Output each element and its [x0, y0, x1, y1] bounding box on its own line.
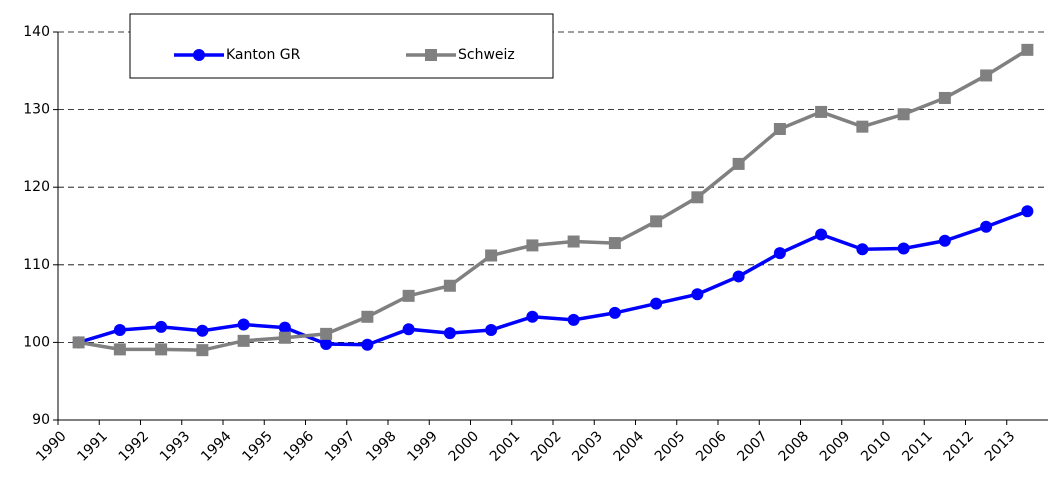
data-point — [691, 191, 704, 204]
data-point — [320, 327, 333, 340]
data-point — [320, 337, 333, 350]
data-point — [155, 343, 168, 356]
data-point — [526, 310, 539, 323]
data-point — [650, 297, 663, 310]
data-point — [980, 69, 993, 82]
x-tick-label: 1991 — [74, 428, 111, 465]
data-point — [980, 220, 993, 233]
x-tick-label: 1993 — [157, 428, 194, 465]
x-tick-label: 2011 — [899, 428, 936, 465]
x-tick-label: 2002 — [528, 428, 565, 465]
data-point — [773, 247, 786, 260]
data-point — [938, 234, 951, 247]
x-tick-label: 2007 — [734, 428, 771, 465]
data-point — [113, 343, 126, 356]
data-point — [237, 334, 250, 347]
x-tick-label: 2009 — [817, 428, 854, 465]
data-point — [856, 243, 869, 256]
x-tick-label: 2006 — [693, 428, 730, 465]
series-line — [78, 48, 1029, 352]
data-point — [608, 306, 621, 319]
data-point — [732, 270, 745, 283]
data-point — [815, 228, 828, 241]
data-point — [567, 313, 580, 326]
data-point — [938, 91, 951, 104]
data-point — [608, 237, 621, 250]
data-point — [237, 318, 250, 331]
data-point — [856, 120, 869, 133]
data-point — [485, 249, 498, 262]
x-tick-label: 2003 — [569, 428, 606, 465]
x-tick-label: 1995 — [239, 428, 276, 465]
data-point — [402, 323, 415, 336]
legend-label: Schweiz — [458, 47, 515, 63]
legend-marker — [193, 49, 205, 61]
data-point — [897, 242, 910, 255]
data-point — [113, 323, 126, 336]
x-tick-label: 2012 — [941, 428, 978, 465]
data-point — [361, 310, 374, 323]
x-tick-label: 2004 — [611, 428, 648, 465]
data-point — [196, 324, 209, 337]
x-tick-label: 1994 — [198, 428, 235, 465]
data-point — [1021, 43, 1034, 56]
y-tick-label: 100 — [23, 334, 50, 350]
data-point — [278, 331, 291, 344]
data-point — [155, 320, 168, 333]
data-point — [1021, 205, 1034, 218]
x-tick-label: 2013 — [982, 428, 1019, 465]
data-point — [773, 123, 786, 135]
y-tick-label: 120 — [23, 179, 50, 195]
legend-box — [129, 13, 554, 79]
data-point — [196, 344, 209, 357]
y-tick-label: 140 — [23, 24, 50, 40]
data-point — [691, 288, 704, 301]
x-tick-label: 2010 — [858, 428, 895, 465]
y-tick-label: 110 — [23, 257, 50, 273]
x-tick-label: 2000 — [446, 428, 483, 465]
data-point — [567, 235, 580, 248]
series-line — [78, 209, 1028, 347]
data-point — [72, 336, 85, 349]
data-point — [485, 323, 498, 336]
x-tick-label: 2008 — [776, 428, 813, 465]
x-tick-label: 1997 — [322, 428, 359, 465]
x-tick-label: 2001 — [487, 428, 524, 465]
legend-marker — [425, 49, 437, 61]
data-point — [443, 279, 456, 292]
y-tick-label: 90 — [32, 412, 50, 428]
data-point — [650, 215, 663, 228]
data-point — [278, 321, 291, 334]
x-tick-label: 2005 — [652, 428, 689, 465]
data-point — [815, 105, 828, 118]
data-point — [443, 327, 456, 340]
x-tick-label: 1996 — [281, 428, 318, 465]
data-point — [526, 239, 539, 252]
x-tick-label: 1992 — [116, 428, 153, 465]
x-tick-label: 1999 — [404, 428, 441, 465]
y-tick-label: 130 — [23, 102, 50, 118]
data-point — [732, 157, 745, 170]
x-tick-label: 1990 — [33, 428, 70, 465]
legend-label: Kanton GR — [226, 47, 301, 63]
x-tick-label: 1998 — [363, 428, 400, 465]
data-point — [402, 289, 415, 302]
data-point — [897, 108, 910, 121]
data-point — [361, 338, 374, 351]
